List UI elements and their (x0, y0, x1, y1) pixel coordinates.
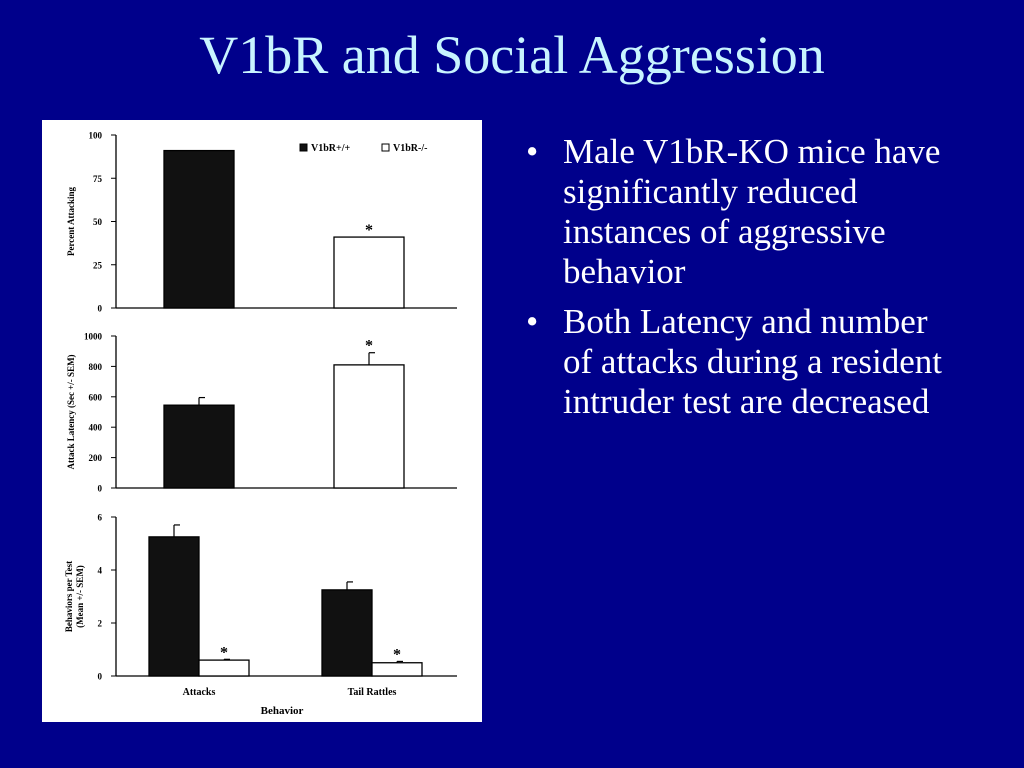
y-axis-label: (Mean +/- SEM) (75, 565, 85, 628)
y-axis-label: Behaviors per Test (64, 561, 74, 632)
y-axis-label: Percent Attacking (66, 186, 76, 256)
legend-swatch (381, 143, 390, 152)
y-tick-label: 0 (98, 304, 103, 314)
x-axis-label: Behavior (261, 705, 304, 717)
category-label: Attacks (183, 687, 216, 698)
bullet-list: • Male V1bR-KO mice have significantly r… (520, 132, 960, 432)
y-tick-label: 50 (93, 217, 103, 227)
legend-label: V1bR+/+ (311, 143, 350, 154)
y-tick-label: 100 (89, 131, 103, 141)
y-tick-label: 2 (98, 619, 103, 629)
legend-label: V1bR-/- (393, 143, 427, 154)
bullet-text: Male V1bR-KO mice have significantly red… (563, 132, 941, 291)
significance-star: * (365, 222, 373, 239)
bullet-text: Both Latency and number of attacks durin… (563, 302, 943, 421)
bullet-item: • Both Latency and number of attacks dur… (520, 302, 960, 422)
y-tick-label: 600 (89, 392, 103, 402)
y-tick-label: 200 (89, 453, 103, 463)
bullet-item: • Male V1bR-KO mice have significantly r… (520, 132, 960, 292)
y-tick-label: 1000 (84, 332, 103, 342)
y-tick-label: 75 (93, 174, 103, 184)
bar (148, 536, 200, 677)
y-tick-label: 0 (98, 484, 103, 494)
significance-star: * (220, 644, 228, 661)
bar (198, 659, 250, 677)
bar (333, 364, 405, 489)
bar (163, 404, 235, 489)
bar (163, 149, 235, 309)
bar (321, 589, 373, 677)
bar (333, 236, 405, 309)
significance-star: * (365, 338, 373, 355)
bullet-marker: • (526, 132, 539, 171)
figure-panel: 0 25 50 75 100 Percent Attacking * V1bR+/+ V1bR-… (42, 120, 482, 722)
bar-charts-figure: 0 25 50 75 100 Percent Attacking * V1bR+/+ V1bR-… (64, 131, 457, 717)
bullet-marker: • (526, 302, 539, 341)
y-tick-label: 4 (98, 566, 103, 576)
y-tick-label: 25 (93, 260, 103, 270)
y-tick-label: 400 (89, 423, 103, 433)
y-tick-label: 6 (98, 513, 103, 523)
category-label: Tail Rattles (348, 687, 397, 698)
legend-swatch (299, 143, 308, 152)
y-tick-label: 800 (89, 362, 103, 372)
bar (371, 662, 423, 677)
slide-title: V1bR and Social Aggression (199, 25, 825, 85)
y-axis-label: Attack Latency (Sec +/- SEM) (66, 354, 76, 469)
y-tick-label: 0 (98, 672, 103, 682)
significance-star: * (393, 646, 401, 663)
